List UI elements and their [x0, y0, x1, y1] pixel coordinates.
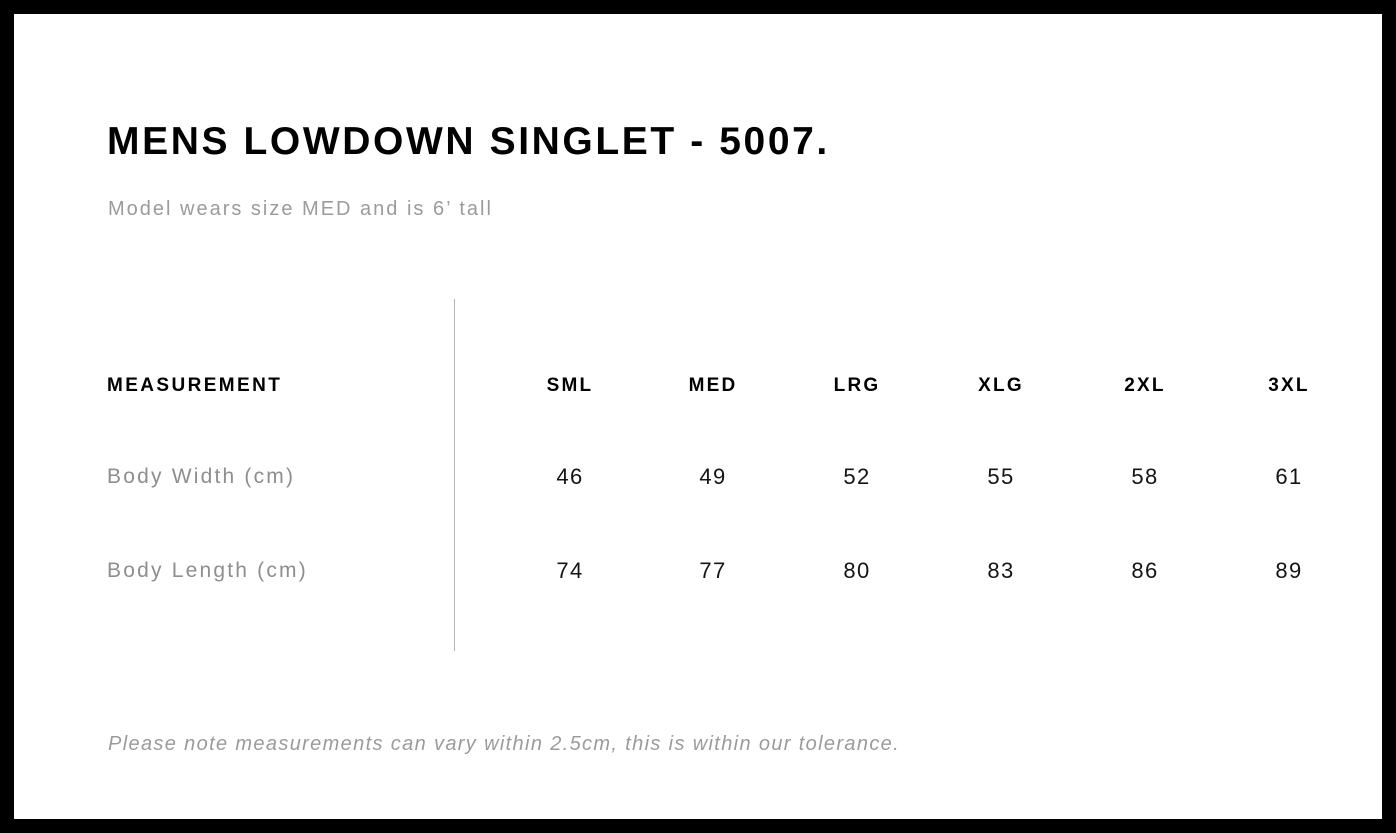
page-title: MENS LOWDOWN SINGLET - 5007. — [107, 120, 830, 163]
row-label-body-width: Body Width (cm) — [107, 465, 296, 488]
cell-body-width-med: 49 — [699, 464, 727, 489]
cell-body-width-lrg: 52 — [843, 464, 871, 489]
cell-body-length-med: 77 — [699, 558, 727, 583]
row-label-body-length: Body Length (cm) — [107, 559, 308, 582]
column-header-size-lrg: LRG — [833, 375, 881, 396]
column-header-size-med: MED — [688, 375, 738, 396]
cell-body-width-sml: 46 — [556, 464, 584, 489]
size-chart-page: MENS LOWDOWN SINGLET - 5007. Model wears… — [14, 14, 1382, 819]
cell-body-width-3xl: 61 — [1275, 464, 1303, 489]
column-header-size-xlg: XLG — [978, 375, 1024, 396]
cell-body-width-xlg: 55 — [987, 464, 1015, 489]
cell-body-length-xlg: 83 — [987, 558, 1015, 583]
table-row: Body Width (cm) 46 49 52 55 58 61 — [14, 457, 1382, 497]
column-header-size-2xl: 2XL — [1124, 375, 1166, 396]
cell-body-length-3xl: 89 — [1275, 558, 1303, 583]
size-chart-table: MEASUREMENT SML MED LRG XLG 2XL 3XL Body… — [14, 14, 1382, 819]
cell-body-length-2xl: 86 — [1131, 558, 1159, 583]
column-header-measurement: MEASUREMENT — [107, 375, 283, 396]
table-row: Body Length (cm) 74 77 80 83 86 89 — [14, 551, 1382, 591]
tolerance-note: Please note measurements can vary within… — [108, 733, 901, 755]
column-header-size-sml: SML — [546, 375, 594, 396]
cell-body-width-2xl: 58 — [1131, 464, 1159, 489]
model-fit-note: Model wears size MED and is 6’ tall — [108, 198, 493, 220]
cell-body-length-lrg: 80 — [843, 558, 871, 583]
cell-body-length-sml: 74 — [556, 558, 584, 583]
column-header-size-3xl: 3XL — [1268, 375, 1310, 396]
table-header-row: MEASUREMENT SML MED LRG XLG 2XL 3XL — [14, 366, 1382, 406]
vertical-divider — [454, 299, 455, 651]
